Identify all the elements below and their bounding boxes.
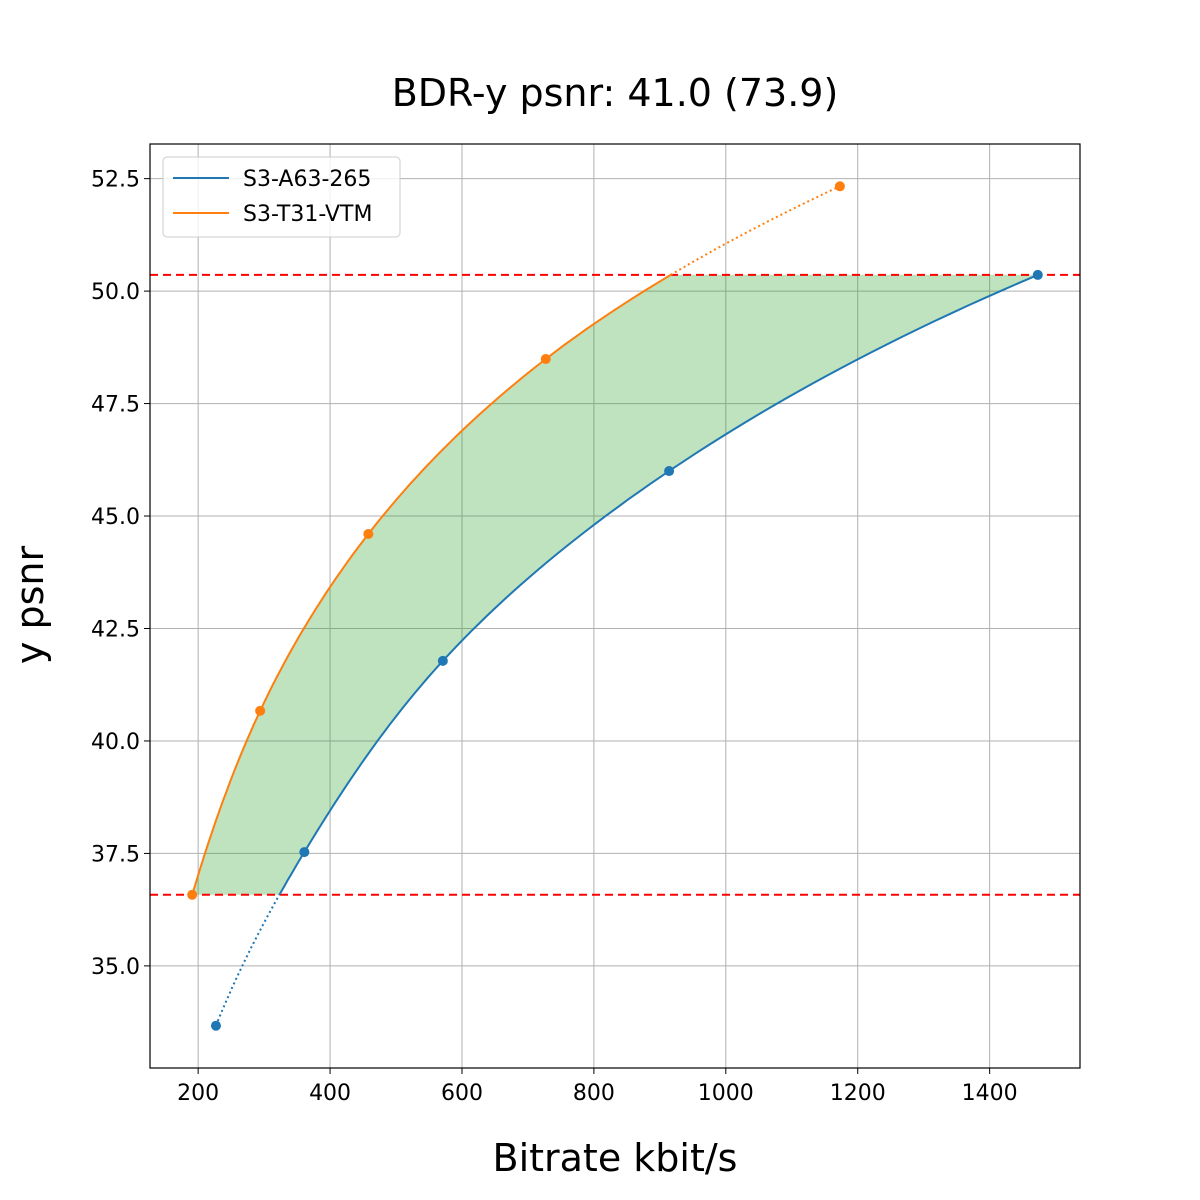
x-ticks: 200 400 600 800 1000 1200 1400: [177, 1068, 1018, 1106]
legend: S3-A63-265 S3-T31-VTM: [162, 156, 401, 238]
x-tick-label: 1400: [962, 1081, 1018, 1106]
series-0-extrapolated-low: [215, 894, 281, 1027]
x-tick-label: 1000: [698, 1081, 754, 1106]
y-tick-label: 40.0: [91, 730, 140, 755]
y-axis-label: y psnr: [8, 546, 52, 665]
series-1-point: [187, 889, 198, 900]
grid: [150, 144, 1080, 1068]
series-0-curve: [278, 273, 1039, 896]
curves: [191, 185, 1039, 1027]
series-0-point: [210, 1020, 221, 1031]
bdr-fill-area: [192, 274, 1038, 895]
series-1-curve: [191, 274, 672, 896]
legend-label-1: S3-T31-VTM: [243, 202, 372, 227]
bdr-fill-polygon: [192, 274, 1038, 895]
x-tick-label: 1200: [830, 1081, 886, 1106]
y-ticks: 35.0 37.5 40.0 42.5 45.0 47.5 50.0 52.5: [91, 168, 150, 980]
y-tick-label: 45.0: [91, 505, 140, 530]
plot-frame: [149, 143, 1081, 1069]
series-0-point: [299, 847, 310, 858]
x-axis-label: Bitrate kbit/s: [493, 1136, 738, 1180]
points: [187, 181, 1043, 1031]
y-tick-label: 50.0: [91, 280, 140, 305]
series-1-extrapolated-high: [670, 185, 841, 276]
y-tick-label: 37.5: [91, 842, 140, 867]
series-0-point: [437, 655, 448, 666]
y-tick-label: 42.5: [91, 617, 140, 642]
series-1-point: [363, 529, 374, 540]
chart-title: BDR-y psnr: 41.0 (73.9): [392, 71, 839, 115]
y-tick-label: 35.0: [91, 955, 140, 980]
x-tick-label: 800: [573, 1081, 615, 1106]
y-tick-label: 52.5: [91, 168, 140, 193]
series-1-point: [255, 705, 266, 716]
y-tick-label: 47.5: [91, 393, 140, 418]
series-1-point: [540, 354, 551, 365]
reference-lines: [150, 273, 1080, 896]
series-0-point: [664, 466, 675, 477]
legend-label-0: S3-A63-265: [243, 167, 371, 192]
series-0-point: [1032, 269, 1043, 280]
x-tick-label: 600: [441, 1081, 483, 1106]
x-tick-label: 400: [309, 1081, 351, 1106]
series-1-point: [834, 181, 845, 192]
x-tick-label: 200: [177, 1081, 219, 1106]
